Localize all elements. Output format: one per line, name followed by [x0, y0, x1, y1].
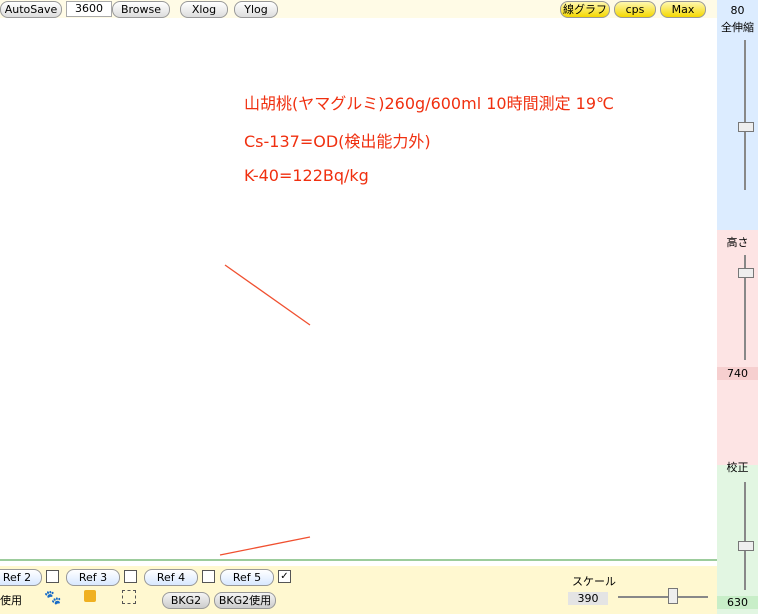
checkbox[interactable] — [202, 570, 215, 583]
autosave-button[interactable]: AutoSave — [0, 1, 62, 18]
zoom-value: 80 — [730, 4, 745, 17]
ref-button[interactable]: Ref 3 — [66, 569, 120, 586]
annotation: K-40=122Bq/kg — [244, 166, 369, 185]
annotation: 山胡桃(ヤマグルミ)260g/600ml 10時間測定 19℃ — [244, 94, 615, 113]
slider-thumb[interactable] — [668, 588, 678, 604]
time-input[interactable]: 3600 — [66, 1, 112, 17]
height-slider[interactable] — [744, 255, 746, 360]
zoom-slider[interactable] — [744, 40, 746, 190]
ref-button[interactable]: Ref 2 — [0, 569, 42, 586]
slider-thumb[interactable] — [738, 268, 754, 278]
unit-button[interactable]: cps — [614, 1, 656, 18]
slider-thumb[interactable] — [738, 122, 754, 132]
checkbox[interactable] — [46, 570, 59, 583]
calibration-value: 630 — [717, 596, 758, 609]
zoom-label: 全伸縮 — [721, 21, 754, 34]
plot-background — [0, 18, 717, 566]
ylog-button[interactable]: Ylog — [234, 1, 278, 18]
calibration-label: 校正 — [726, 461, 749, 474]
max-button[interactable]: Max — [660, 1, 706, 18]
graph-mode-button[interactable]: 線グラフ — [560, 1, 610, 18]
scale-slider[interactable] — [618, 596, 708, 598]
scale-value: 390 — [568, 592, 608, 605]
guide-line — [219, 536, 311, 556]
spectrum-plot — [0, 18, 717, 566]
checkbox[interactable]: ✓ — [278, 570, 291, 583]
bkg2-use-button[interactable]: BKG2使用 — [214, 592, 276, 609]
grid-icon[interactable] — [122, 590, 136, 604]
use-label: 使用 — [0, 594, 22, 607]
xlog-button[interactable]: Xlog — [180, 1, 228, 18]
height-value: 740 — [717, 367, 758, 380]
browse-button[interactable]: Browse — [112, 1, 170, 18]
calibration-panel — [717, 465, 758, 614]
calibration-slider[interactable] — [744, 482, 746, 590]
ref-button[interactable]: Ref 4 — [144, 569, 198, 586]
lock-icon[interactable] — [84, 590, 96, 602]
paw-icon[interactable]: 🐾 — [44, 590, 62, 606]
guide-line — [224, 264, 311, 326]
slider-thumb[interactable] — [738, 541, 754, 551]
bkg2-button[interactable]: BKG2 — [162, 592, 210, 609]
height-label: 高さ — [726, 236, 749, 249]
scale-label: スケール — [572, 575, 616, 588]
checkbox[interactable] — [124, 570, 137, 583]
ref-button[interactable]: Ref 5 — [220, 569, 274, 586]
height-panel — [717, 230, 758, 465]
annotation: Cs-137=OD(検出能力外) — [244, 132, 431, 151]
zoom-panel — [717, 0, 758, 230]
